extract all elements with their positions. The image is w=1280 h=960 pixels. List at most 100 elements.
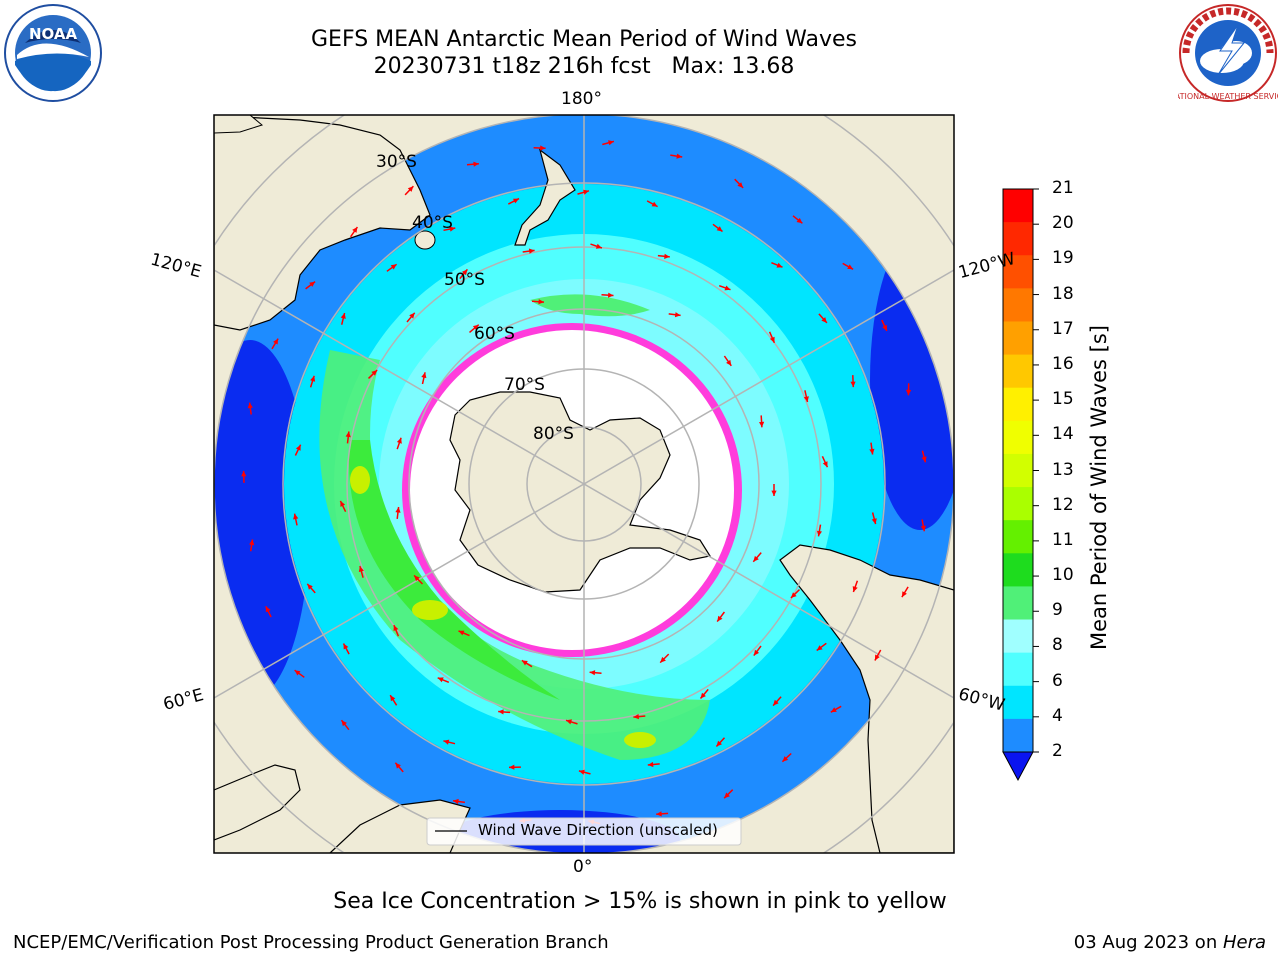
wind-wave-arrowhead — [566, 719, 572, 725]
wind-wave-arrowhead — [753, 649, 760, 656]
wind-wave-arrowhead — [821, 317, 827, 323]
wind-wave-arrowhead — [393, 625, 399, 631]
wind-wave-arrowhead — [352, 227, 358, 233]
wind-wave-arrowhead — [396, 437, 402, 444]
wind-wave-arrowhead — [421, 372, 427, 379]
colorbar-tick-label: 6 — [1052, 670, 1063, 691]
wind-wave-arrowhead — [608, 292, 614, 298]
wind-wave-arrowhead — [847, 264, 854, 270]
wind-wave-arrowhead — [874, 654, 880, 661]
colorbar-tick-label: 9 — [1052, 600, 1063, 621]
wind-wave-arrowhead — [759, 421, 765, 428]
wind-wave-arrowhead — [521, 660, 528, 666]
wind-wave-arrowhead — [310, 375, 316, 382]
map-legend — [426, 817, 742, 846]
wind-wave-arrowhead — [414, 575, 420, 582]
colorbar-swatch — [1003, 619, 1033, 654]
wind-wave-arrowhead — [726, 359, 732, 366]
lat-label-50s: 50°S — [444, 270, 485, 290]
map-frame — [213, 114, 955, 854]
lat-label-70s: 70°S — [504, 375, 545, 395]
wind-wave-arrowhead — [660, 656, 666, 663]
colorbar-swatch — [1003, 487, 1033, 521]
wind-wave-arrowhead — [816, 645, 823, 651]
colorbar-swatch — [1003, 321, 1033, 356]
wind-wave-arrowhead — [340, 313, 346, 319]
wind-wave-arrowhead — [647, 761, 654, 768]
nws-logo-text: NATIONAL WEATHER SERVICE — [1178, 92, 1278, 101]
wind-wave-arrowhead — [716, 226, 723, 232]
wind-wave-arrowhead — [717, 615, 723, 622]
wind-wave-arrowhead — [790, 592, 797, 598]
colorbar-extend-triangle — [1002, 751, 1034, 782]
noaa-logo: NOAA — [3, 3, 103, 107]
colorbar-tick-label: 20 — [1052, 213, 1074, 234]
noaa-logo-text: NOAA — [29, 25, 78, 43]
wind-wave-arrowhead — [358, 566, 364, 572]
colorbar-swatch — [1003, 553, 1033, 587]
antarctica-landmass — [449, 391, 711, 593]
sea-ice-note: Sea Ice Concentration > 15% is shown in … — [333, 889, 947, 914]
wind-wave-arrowhead — [273, 338, 279, 345]
wind-wave-arrowhead — [340, 500, 346, 507]
wind-wave-arrowhead — [583, 189, 589, 195]
colorbar — [1002, 188, 1039, 782]
wind-wave-arrowhead — [241, 470, 247, 477]
wind-wave-arrowhead — [664, 253, 670, 259]
wind-wave-arrowhead — [822, 461, 828, 468]
wind-wave-arrowhead — [674, 312, 681, 318]
map-title-line2: 20230731 t18z 216h fcst Max: 13.68 — [373, 54, 795, 79]
wind-wave-arrowhead — [830, 707, 837, 713]
colorbar-swatch — [1003, 288, 1033, 322]
meridian-lines — [214, 115, 954, 853]
colorbar-tick-label: 18 — [1052, 283, 1074, 304]
wind-wave-arrowhead — [453, 798, 459, 805]
wind-wave-arrowhead — [608, 140, 614, 146]
lat-label-40s: 40°S — [412, 213, 453, 233]
wind-wave-arrowhead — [871, 518, 877, 525]
wind-wave-arrowhead — [921, 456, 927, 463]
wind-wave-arrowhead — [390, 695, 396, 702]
wind-wave-arrowhead — [540, 145, 546, 151]
colorbar-swatch — [1003, 189, 1033, 223]
wind-wave-arrowhead — [472, 324, 479, 331]
wind-wave-arrowhead — [528, 248, 535, 254]
wind-wave-arrowhead — [920, 525, 926, 532]
colorbar-swatch — [1003, 222, 1033, 256]
wind-wave-arrowhead — [589, 670, 596, 676]
wind-wave-arrowhead — [716, 740, 722, 747]
wind-wave-arrowhead — [737, 182, 744, 188]
nws-logo: NATIONAL WEATHER SERVICE — [1169, 3, 1280, 107]
colorbar-swatch — [1003, 520, 1033, 554]
colorbar-tick-label: 14 — [1052, 424, 1074, 445]
lat-label-80s: 80°S — [533, 424, 574, 444]
lon-label-bottom: 0° — [573, 857, 593, 877]
wind-wave-arrowhead — [700, 692, 706, 699]
wind-wave-arrowhead — [458, 630, 465, 636]
footer-credit: NCEP/EMC/Verification Post Processing Pr… — [13, 932, 609, 953]
new-zealand-landmass — [514, 148, 576, 246]
wind-wave-arrowhead — [443, 739, 450, 745]
wind-wave-arrowhead — [796, 217, 803, 224]
wind-wave-arrowhead — [905, 389, 912, 396]
wind-wave-arrowhead — [309, 281, 316, 287]
colorbar-swatch — [1003, 652, 1033, 687]
wind-wave-arrowhead — [294, 670, 301, 676]
wind-wave-arrowhead — [247, 402, 253, 409]
wind-wave-arrowhead — [724, 792, 730, 799]
wind-wave-arrowhead — [473, 161, 479, 167]
colorbar-tick-label: 17 — [1052, 318, 1074, 339]
wind-wave-arrowhead — [803, 396, 809, 402]
wind-wave-arrowhead — [371, 370, 378, 376]
colorbar-swatch — [1003, 453, 1033, 488]
colorbar-tick-label: 13 — [1052, 459, 1074, 480]
footer-date: 03 Aug 2023 on Hera — [1073, 932, 1266, 953]
wind-wave-arrowhead — [753, 555, 759, 562]
colorbar-tick-label: 11 — [1052, 529, 1074, 550]
africa-landmass — [214, 764, 301, 841]
wind-wave-arrowhead — [395, 762, 401, 769]
legend-label: Wind Wave Direction (unscaled) — [478, 821, 718, 839]
lat-label-30s: 30°S — [376, 152, 417, 172]
wind-wave-arrowhead — [769, 336, 775, 343]
map-title-line1: GEFS MEAN Antarctic Mean Period of Wind … — [311, 27, 857, 52]
